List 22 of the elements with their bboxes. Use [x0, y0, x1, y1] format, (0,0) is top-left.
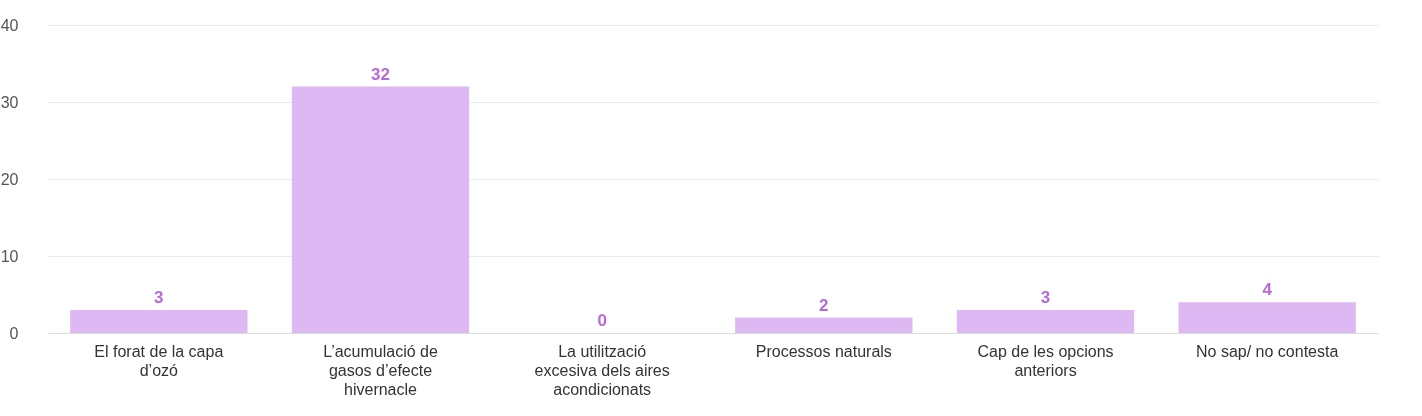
bar: [291, 86, 470, 333]
y-tick-label: 40: [0, 16, 19, 34]
bar: [1178, 302, 1356, 333]
x-tick-label: Processos naturals: [755, 342, 892, 360]
data-label: 0: [597, 311, 607, 330]
x-tick-label: La utilització excesiva dels aires acondicionats: [534, 342, 670, 398]
x-tick-label: L’acumulació de gasos d’efecte hivernacle: [323, 342, 438, 398]
bar: [70, 309, 248, 333]
y-tick-label: 30: [0, 93, 19, 111]
data-label: 32: [371, 64, 390, 84]
x-tick-label: El forat de la capa d’ozó: [94, 342, 224, 379]
y-tick-label: 0: [9, 324, 19, 342]
x-tick-label: No sap/ no contesta: [1196, 342, 1339, 360]
y-tick-label: 10: [0, 247, 19, 265]
data-label: 3: [154, 287, 164, 307]
bar: [956, 309, 1135, 333]
y-tick-label: 20: [0, 170, 19, 188]
x-tick-label: Cap de les opcions anteriors: [977, 342, 1114, 379]
data-label: 2: [819, 295, 829, 315]
data-label: 4: [1262, 280, 1273, 300]
bar: [735, 317, 913, 333]
data-label: 3: [1040, 287, 1051, 307]
